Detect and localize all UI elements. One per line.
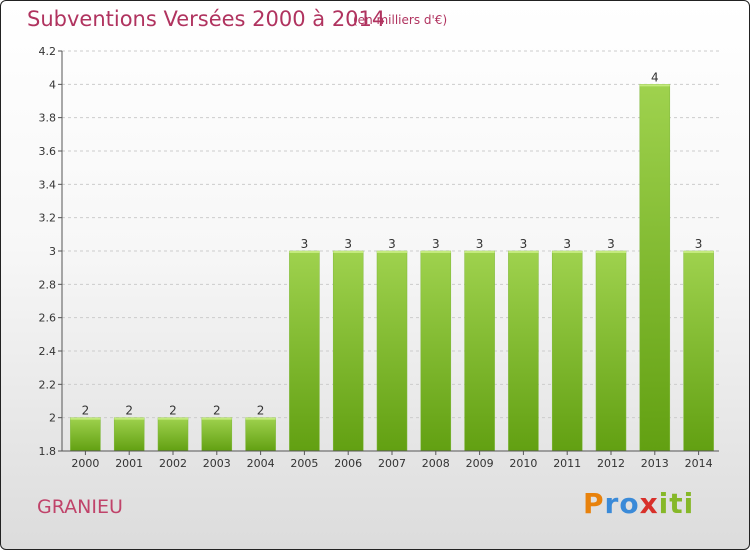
logo-letter: r bbox=[604, 487, 620, 520]
x-tick-label: 2012 bbox=[597, 457, 625, 470]
logo-letter: x bbox=[639, 487, 659, 520]
x-tick-label: 2013 bbox=[641, 457, 669, 470]
bars bbox=[70, 84, 714, 452]
x-tick-label: 2006 bbox=[334, 457, 362, 470]
bar bbox=[157, 417, 189, 452]
y-tick-label: 4.2 bbox=[39, 45, 57, 58]
value-label: 3 bbox=[301, 237, 309, 251]
bar bbox=[464, 250, 495, 452]
value-label: 3 bbox=[388, 237, 396, 251]
bar-highlight bbox=[289, 251, 320, 253]
chart-title: Subventions Versées 2000 à 2014 bbox=[27, 7, 386, 31]
axes bbox=[58, 50, 719, 455]
x-tick-label: 2005 bbox=[290, 457, 318, 470]
bar bbox=[376, 250, 408, 452]
y-tick-label: 4 bbox=[49, 78, 56, 91]
bar-highlight bbox=[464, 251, 495, 253]
place-name: GRANIEU bbox=[37, 496, 123, 518]
bar bbox=[70, 417, 101, 452]
bar bbox=[201, 417, 233, 452]
value-label: 3 bbox=[476, 237, 484, 251]
x-tick-label: 2002 bbox=[159, 457, 187, 470]
bar bbox=[332, 250, 364, 452]
bar bbox=[289, 250, 320, 452]
y-tick-label: 2.4 bbox=[39, 345, 57, 358]
bar-highlight bbox=[114, 417, 145, 420]
bar-highlight bbox=[377, 251, 407, 253]
x-tick-label: 2008 bbox=[422, 457, 450, 470]
value-label: 4 bbox=[651, 70, 659, 84]
x-tick-label: 2004 bbox=[247, 457, 275, 470]
bar bbox=[113, 417, 145, 452]
logo-letter: t bbox=[669, 487, 684, 520]
bar-highlight bbox=[683, 251, 714, 253]
logo-letter: i bbox=[683, 487, 695, 520]
y-tick-label: 3 bbox=[49, 245, 56, 258]
value-label: 2 bbox=[125, 404, 133, 418]
logo-letter: i bbox=[658, 487, 670, 520]
bar bbox=[508, 250, 539, 452]
bar-highlight bbox=[596, 251, 626, 253]
x-tick-label: 2000 bbox=[71, 457, 99, 470]
x-tick-label: 2007 bbox=[378, 457, 406, 470]
x-tick-label: 2010 bbox=[509, 457, 537, 470]
bar bbox=[595, 250, 627, 452]
unit-note: (en milliers d'€) bbox=[353, 13, 448, 27]
bar bbox=[639, 84, 671, 452]
x-tick-label: 2001 bbox=[115, 457, 143, 470]
bar-highlight bbox=[508, 251, 539, 253]
bar bbox=[551, 250, 583, 452]
value-label: 3 bbox=[563, 237, 571, 251]
x-tick-label: 2011 bbox=[553, 457, 581, 470]
logo-letter: o bbox=[619, 487, 640, 520]
value-label: 2 bbox=[213, 404, 221, 418]
labels: 1.8 2 2.2 2.4 2.6 2.8 3 3.2 3.4 3.6 3.8 4 4.2 2 2000 2 2… bbox=[39, 45, 713, 470]
x-tick-label: 2009 bbox=[466, 457, 494, 470]
bar-highlight bbox=[201, 417, 232, 420]
y-tick-label: 2.2 bbox=[39, 378, 57, 391]
y-tick-label: 2.8 bbox=[39, 278, 57, 291]
value-label: 3 bbox=[607, 237, 615, 251]
bar-highlight bbox=[639, 84, 670, 87]
x-tick-label: 2003 bbox=[203, 457, 231, 470]
value-label: 3 bbox=[344, 237, 352, 251]
y-tick-label: 3.2 bbox=[39, 212, 57, 225]
bar bbox=[245, 417, 276, 452]
y-tick-label: 1.8 bbox=[39, 445, 57, 458]
y-tick-label: 3.8 bbox=[39, 112, 57, 125]
value-label: 2 bbox=[257, 404, 265, 418]
bar-highlight bbox=[70, 417, 101, 420]
value-label: 3 bbox=[432, 237, 440, 251]
y-tick-label: 2.6 bbox=[39, 312, 57, 325]
bar-highlight bbox=[552, 251, 583, 253]
bar-highlight bbox=[245, 417, 276, 420]
bar bbox=[420, 250, 452, 452]
bar-highlight bbox=[158, 417, 188, 420]
value-label: 3 bbox=[520, 237, 528, 251]
bar bbox=[683, 250, 714, 452]
logo-letter: P bbox=[583, 487, 605, 520]
proxiti-logo: Proxiti bbox=[583, 487, 694, 520]
bar-highlight bbox=[333, 251, 364, 253]
bar-highlight bbox=[420, 251, 451, 253]
y-tick-label: 3.6 bbox=[39, 145, 57, 158]
x-tick-label: 2014 bbox=[685, 457, 713, 470]
y-tick-label: 3.4 bbox=[39, 178, 57, 191]
y-tick-label: 2 bbox=[49, 412, 56, 425]
value-label: 2 bbox=[82, 404, 90, 418]
value-label: 3 bbox=[695, 237, 703, 251]
value-label: 2 bbox=[169, 404, 177, 418]
